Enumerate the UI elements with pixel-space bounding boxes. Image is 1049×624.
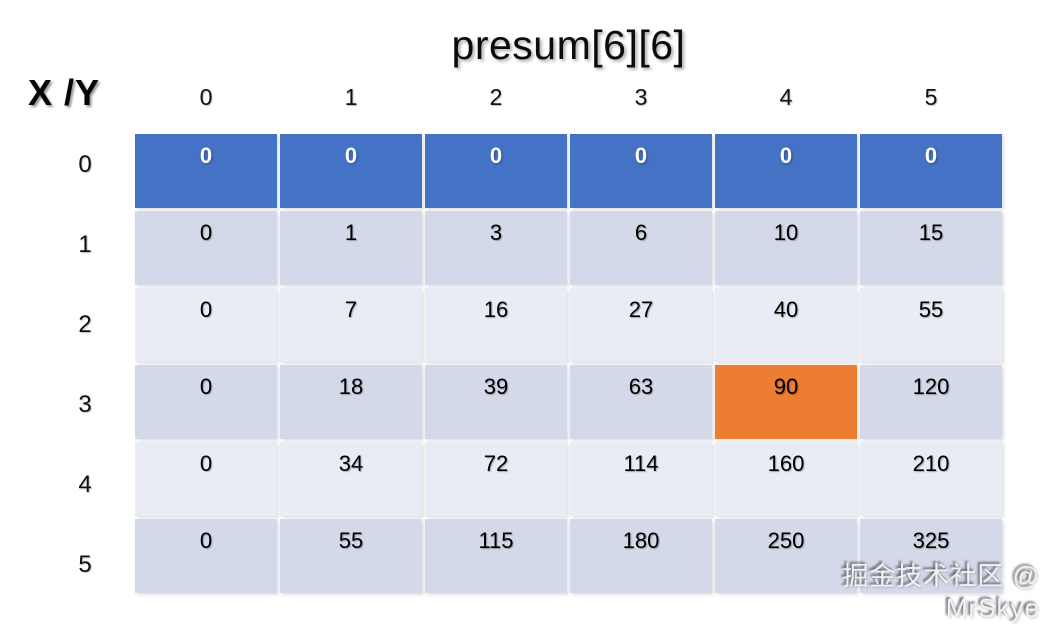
cell-2-4: 40: [715, 288, 857, 362]
row-label-4: 4: [78, 471, 92, 498]
cell-2-3: 27: [570, 288, 712, 362]
col-header-2: 2: [489, 84, 503, 110]
cell-4-3: 114: [570, 442, 712, 516]
cell-5-3: 180: [570, 519, 712, 593]
cell-5-0: 0: [135, 519, 277, 593]
cell-0-2: 0: [425, 134, 567, 208]
cell-4-0: 0: [135, 442, 277, 516]
cell-1-4: 10: [715, 211, 857, 285]
cell-1-0: 0: [135, 211, 277, 285]
col-header-0: 0: [199, 84, 213, 110]
cell-0-0: 0: [135, 134, 277, 208]
row-label-column: 0 1 2 3 4 5: [55, 0, 115, 601]
cell-0-4: 0: [715, 134, 857, 208]
cell-3-3: 63: [570, 365, 712, 439]
cell-1-2: 3: [425, 211, 567, 285]
row-label-5: 5: [78, 551, 92, 578]
table-title: presum[6][6]: [451, 22, 686, 68]
cell-2-5: 55: [860, 288, 1002, 362]
cell-4-5: 210: [860, 442, 1002, 516]
cell-2-0: 0: [135, 288, 277, 362]
cell-4-2: 72: [425, 442, 567, 516]
cell-1-1: 1: [280, 211, 422, 285]
row-label-3: 3: [78, 391, 92, 418]
cell-5-5: 325: [860, 519, 1002, 593]
row-label-1: 1: [78, 231, 92, 258]
column-header-row: 0 1 2 3 4 5: [135, 84, 1002, 111]
col-header-5: 5: [924, 84, 938, 110]
col-header-1: 1: [344, 84, 358, 110]
cell-4-4: 160: [715, 442, 857, 516]
cell-0-5: 0: [860, 134, 1002, 208]
cell-5-1: 55: [280, 519, 422, 593]
row-label-0: 0: [78, 151, 92, 178]
cell-3-1: 18: [280, 365, 422, 439]
row-label-2: 2: [78, 311, 92, 338]
axis-corner-label: X /Y: [28, 72, 101, 113]
presum-table: 0 0 0 0 0 0 0 1 3 6 10 15 0 7 16 27 40 5…: [135, 134, 1002, 593]
cell-5-2: 115: [425, 519, 567, 593]
highlighted-cell: 90: [715, 365, 857, 439]
cell-2-1: 7: [280, 288, 422, 362]
cell-0-1: 0: [280, 134, 422, 208]
col-header-3: 3: [634, 84, 648, 110]
col-header-4: 4: [779, 84, 793, 110]
cell-0-3: 0: [570, 134, 712, 208]
cell-3-2: 39: [425, 365, 567, 439]
cell-3-0: 0: [135, 365, 277, 439]
cell-1-3: 6: [570, 211, 712, 285]
cell-5-4: 250: [715, 519, 857, 593]
watermark: 掘金技术社区 @ MrSkye: [842, 561, 1040, 623]
cell-4-1: 34: [280, 442, 422, 516]
cell-1-5: 15: [860, 211, 1002, 285]
cell-3-5: 120: [860, 365, 1002, 439]
cell-2-2: 16: [425, 288, 567, 362]
